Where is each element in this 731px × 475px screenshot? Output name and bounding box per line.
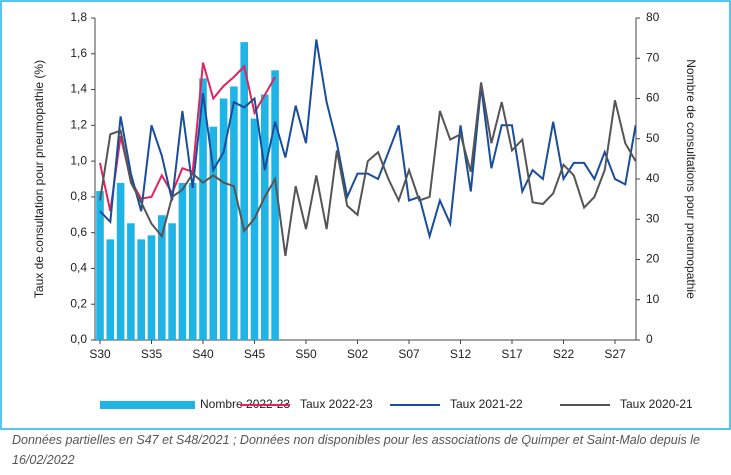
y2-tick-label: 20 <box>646 252 660 266</box>
bar <box>219 98 228 340</box>
y2-tick-label: 40 <box>646 171 660 185</box>
y-tick-label: 0,6 <box>70 225 87 239</box>
y-tick-label: 0,0 <box>70 332 87 346</box>
y2-tick-label: 10 <box>646 292 660 306</box>
bar <box>250 118 259 340</box>
y-tick-label: 0,4 <box>70 261 87 275</box>
y2-tick-label: 0 <box>646 332 653 346</box>
legend-label: Taux 2021-22 <box>450 397 523 411</box>
y2-tick-label: 70 <box>646 50 660 64</box>
y-tick-label: 1,0 <box>70 153 87 167</box>
y2-tick-label: 80 <box>646 10 660 24</box>
bar <box>240 42 248 341</box>
x-tick-label: S35 <box>141 347 163 361</box>
bar <box>230 86 238 340</box>
x-tick-label: S30 <box>89 347 111 361</box>
bar <box>168 223 176 340</box>
line <box>99 39 637 240</box>
bar <box>116 183 125 340</box>
bar <box>261 94 269 340</box>
bar <box>147 235 156 340</box>
y-tick-label: 1,6 <box>70 46 87 60</box>
x-tick-label: S27 <box>604 347 626 361</box>
frame <box>0 0 731 430</box>
y2-tick-label: 30 <box>646 211 660 225</box>
y-tick-label: 1,2 <box>70 118 87 132</box>
x-tick-label: S40 <box>192 347 214 361</box>
bar <box>178 183 187 340</box>
y2-tick-label: 60 <box>646 91 660 105</box>
bar <box>188 183 197 340</box>
bar <box>199 78 207 340</box>
y2-tick-label: 50 <box>646 131 660 145</box>
y-tick-label: 0,8 <box>70 189 87 203</box>
line <box>99 82 637 257</box>
x-tick-label: S02 <box>347 347 369 361</box>
x-tick-label: S50 <box>295 347 317 361</box>
note: Données partielles en S47 et S48/2021 ; … <box>12 433 700 467</box>
x-tick-label: S07 <box>398 347 420 361</box>
y-tick-label: 1,4 <box>70 82 87 96</box>
legend-label: Taux 2022-23 <box>300 397 373 411</box>
bar <box>271 70 279 340</box>
y-tick-label: 0,2 <box>70 296 87 310</box>
line <box>99 62 276 212</box>
bar <box>158 215 166 340</box>
x-tick-label: S17 <box>501 347 523 361</box>
y2-axis-title: Nombre de consultations pour pneumopathi… <box>684 59 698 299</box>
x-tick-label: S22 <box>553 347 575 361</box>
bar <box>209 126 218 340</box>
legend-label: Taux 2020-21 <box>620 397 693 411</box>
legend-swatch <box>100 401 195 409</box>
x-tick-label: S45 <box>244 347 266 361</box>
bar <box>137 239 145 340</box>
x-tick-label: S12 <box>450 347 472 361</box>
y-tick-label: 1,8 <box>70 10 87 24</box>
bar <box>127 223 135 340</box>
note-box: Données partielles en S47 et S48/2021 ; … <box>12 433 700 467</box>
bar <box>106 239 115 340</box>
y-axis-title: Taux de consultation pour pneumopathie (… <box>32 60 46 298</box>
bar <box>96 191 104 340</box>
